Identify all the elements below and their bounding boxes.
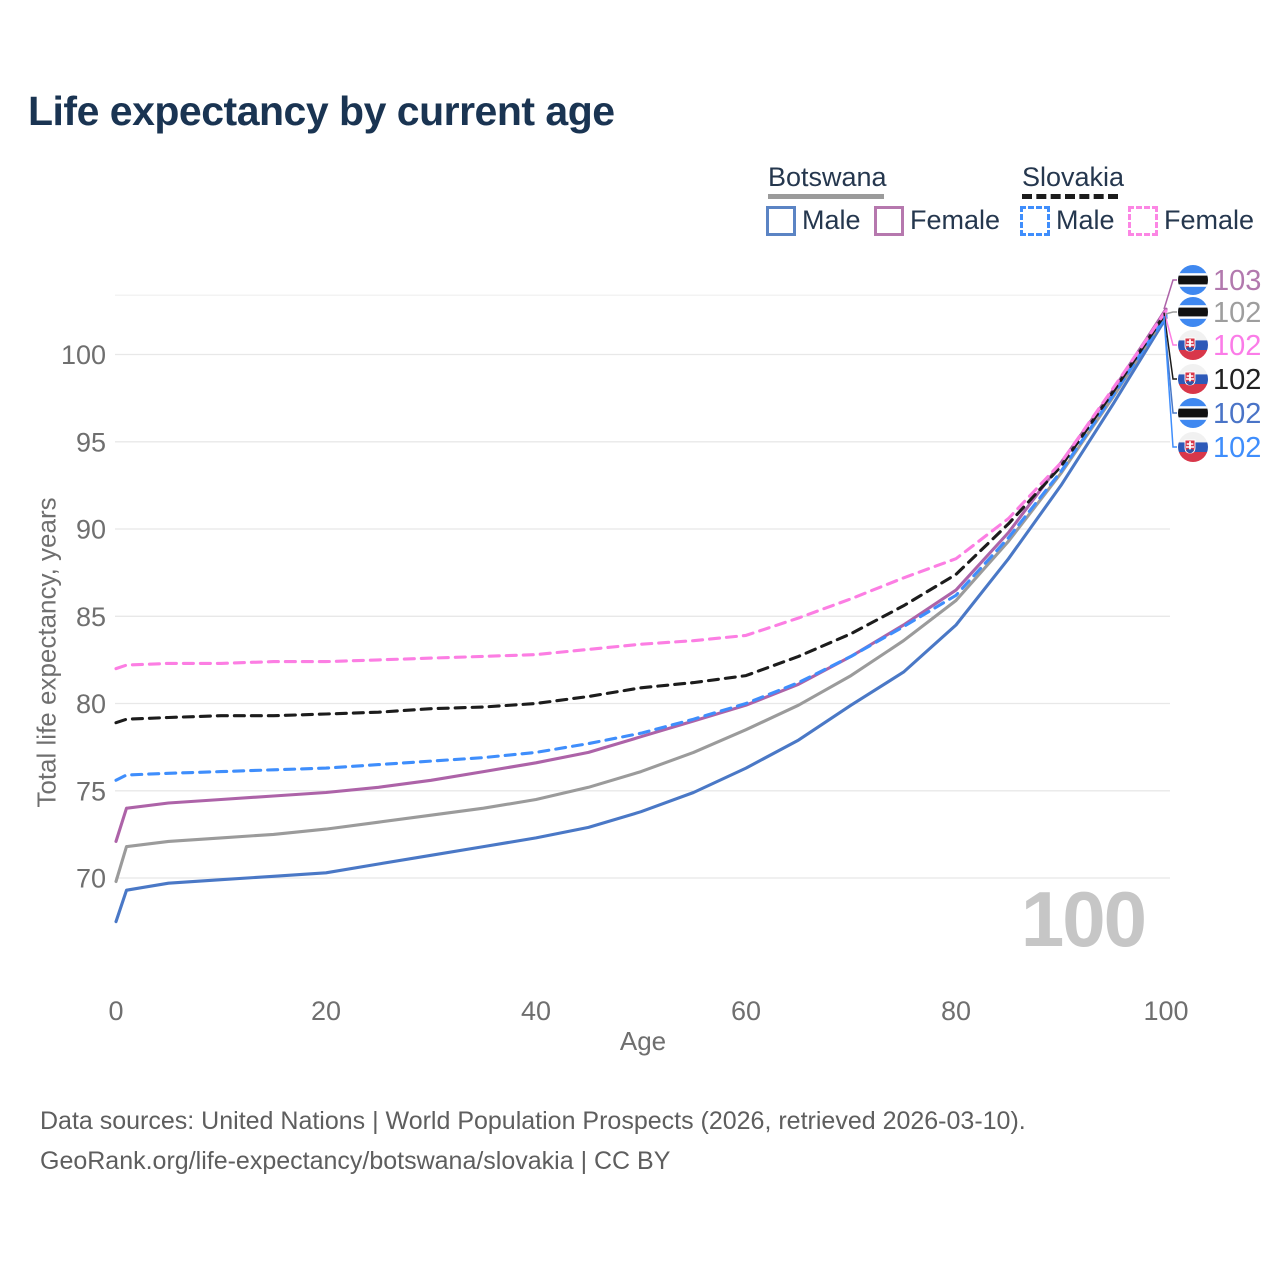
slovakia-flag-icon bbox=[1178, 330, 1208, 360]
x-tick-label: 40 bbox=[521, 996, 551, 1026]
botswana-linestyle-sample bbox=[768, 194, 884, 199]
series-line-botswana-both[interactable] bbox=[114, 312, 1168, 884]
legend-label-botswana-male[interactable]: Male bbox=[802, 205, 861, 235]
series-line-botswana-female[interactable] bbox=[114, 307, 1168, 843]
legend-label-botswana-female[interactable]: Female bbox=[910, 205, 1001, 235]
y-tick-label: 75 bbox=[76, 776, 106, 806]
botswana-flag-icon bbox=[1178, 265, 1208, 295]
legend-label-slovakia-male[interactable]: Male bbox=[1056, 205, 1115, 235]
footer-data-sources: Data sources: United Nations | World Pop… bbox=[40, 1107, 1026, 1135]
age-marker-watermark: 100 bbox=[1020, 875, 1147, 963]
end-value-label: 102 bbox=[1213, 297, 1261, 329]
end-label-leader bbox=[1163, 316, 1177, 448]
series-line-botswana-male[interactable] bbox=[114, 316, 1168, 924]
slovakia-flag-icon bbox=[1178, 432, 1208, 462]
y-tick-label: 100 bbox=[61, 340, 106, 370]
botswana-flag-icon bbox=[1178, 297, 1208, 327]
series-line-slovakia-male[interactable] bbox=[114, 314, 1168, 782]
end-value-label: 102 bbox=[1213, 432, 1261, 464]
end-label-leader bbox=[1163, 311, 1177, 316]
end-label-leader bbox=[1163, 279, 1177, 310]
y-tick-label: 80 bbox=[76, 689, 106, 719]
legend-country-botswana: Botswana bbox=[768, 162, 887, 192]
x-tick-label: 80 bbox=[941, 996, 971, 1026]
end-label-leader bbox=[1163, 310, 1177, 346]
footer-attribution[interactable]: GeoRank.org/life-expectancy/botswana/slo… bbox=[40, 1147, 671, 1175]
end-label-leader bbox=[1163, 312, 1177, 380]
end-value-label: 102 bbox=[1213, 330, 1261, 362]
legend-country-slovakia: Slovakia bbox=[1022, 162, 1125, 192]
x-tick-label: 60 bbox=[731, 996, 761, 1026]
legend-swatch-slovakia-male[interactable] bbox=[1020, 206, 1050, 236]
x-axis-title: Age bbox=[620, 1026, 666, 1056]
legend-label-slovakia-female[interactable]: Female bbox=[1164, 205, 1255, 235]
legend-swatch-slovakia-female[interactable] bbox=[1128, 206, 1158, 236]
x-tick-label: 0 bbox=[108, 996, 123, 1026]
end-value-label: 102 bbox=[1213, 364, 1261, 396]
end-value-label: 102 bbox=[1213, 398, 1261, 430]
y-tick-label: 70 bbox=[76, 864, 106, 894]
y-tick-label: 90 bbox=[76, 515, 106, 545]
series-line-slovakia-both[interactable] bbox=[114, 311, 1168, 725]
end-value-label: 103 bbox=[1213, 265, 1261, 297]
y-axis-title: Total life expectancy, years bbox=[31, 497, 62, 808]
page-title: Life expectancy by current age bbox=[28, 88, 615, 134]
series-line-slovakia-female[interactable] bbox=[114, 309, 1168, 671]
y-tick-label: 85 bbox=[76, 602, 106, 632]
x-tick-label: 100 bbox=[1143, 996, 1188, 1026]
legend-swatch-botswana-male[interactable] bbox=[766, 206, 796, 236]
y-tick-label: 95 bbox=[76, 427, 106, 457]
x-tick-label: 20 bbox=[311, 996, 341, 1026]
legend-swatch-botswana-female[interactable] bbox=[874, 206, 904, 236]
slovakia-flag-icon bbox=[1178, 364, 1208, 394]
botswana-flag-icon bbox=[1178, 398, 1208, 428]
slovakia-linestyle-sample bbox=[1022, 194, 1118, 199]
